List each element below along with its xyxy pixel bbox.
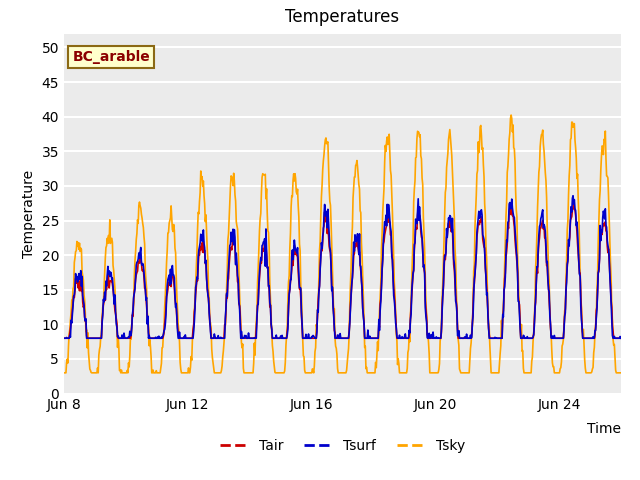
Tsky: [191, 297, 199, 303]
Tsky: [80, 292, 88, 298]
Text: BC_arable: BC_arable: [72, 50, 150, 64]
Legend: Tair, Tsurf, Tsky: Tair, Tsurf, Tsky: [214, 433, 470, 459]
X-axis label: Time: Time: [587, 422, 621, 436]
Tsurf: [60, 336, 68, 341]
Title: Temperatures: Temperatures: [285, 9, 399, 26]
Tair: [510, 218, 518, 224]
Tair: [570, 200, 577, 206]
Tsurf: [191, 306, 199, 312]
Tsky: [292, 189, 300, 194]
Tsurf: [80, 301, 88, 307]
Tair: [80, 302, 88, 308]
Tsurf: [510, 214, 518, 219]
Tsky: [508, 112, 515, 118]
Tsurf: [263, 248, 271, 254]
Line: Tsurf: Tsurf: [64, 196, 621, 338]
Tsky: [617, 370, 625, 376]
Tsurf: [376, 327, 383, 333]
Tair: [617, 336, 625, 341]
Tair: [191, 304, 199, 310]
Tsurf: [292, 247, 300, 253]
Tair: [263, 252, 271, 258]
Tsurf: [617, 336, 625, 341]
Tsky: [60, 370, 68, 376]
Tair: [292, 252, 300, 258]
Tsky: [263, 186, 271, 192]
Tair: [60, 336, 68, 341]
Tsky: [511, 146, 518, 152]
Line: Tsky: Tsky: [64, 115, 621, 373]
Tsky: [376, 310, 383, 315]
Tsurf: [569, 193, 577, 199]
Line: Tair: Tair: [64, 203, 621, 338]
Tair: [376, 324, 383, 330]
Y-axis label: Temperature: Temperature: [22, 169, 36, 258]
